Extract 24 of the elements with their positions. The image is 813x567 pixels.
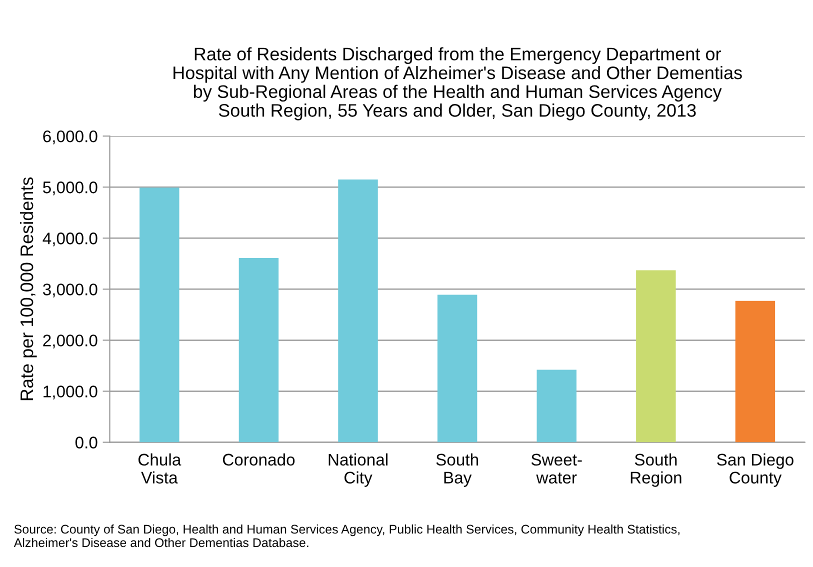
y-tick-label: 3,000.0 xyxy=(42,284,98,298)
x-tick-label: Sweet- water xyxy=(531,454,582,484)
x-tick-label: Coronado xyxy=(222,453,295,466)
y-axis-title: Rate per 100,000 Residents xyxy=(20,177,37,400)
bar xyxy=(140,188,180,442)
x-tick-label: San Diego County xyxy=(717,453,794,487)
x-tick-label: Chula Vista xyxy=(138,453,182,484)
y-tick-label: 5,000.0 xyxy=(43,182,98,196)
source-note: Source: County of San Diego, Health and Human Services Agency, Public Health Services, Community Health Statistics, Alzheimer's Disease and Other Dementias Database. xyxy=(14,524,680,548)
x-tick-label: South Bay xyxy=(436,453,478,487)
bar xyxy=(238,258,279,442)
y-tick-label: 1,000.0 xyxy=(44,386,98,400)
y-tick-label: 4,000.0 xyxy=(42,232,98,246)
y-tick-label: 0.0 xyxy=(75,436,98,448)
bar xyxy=(437,294,478,442)
x-tick-label: South Region xyxy=(630,453,682,487)
bar xyxy=(735,300,776,442)
bar xyxy=(536,370,576,442)
chart-title: Rate of Residents Discharged from the Emergency Department or Hospital with Any Mention of Alzheimer's Disease and Other Dementias by Sub-Regional Areas of the Health and Human Services Agency South Region, 55 Years and Older, San Diego County, 2013 xyxy=(174,47,742,120)
y-tick-label: 6,000.0 xyxy=(43,130,98,144)
bar xyxy=(636,270,676,442)
x-tick-label: National City xyxy=(328,453,388,487)
bar xyxy=(338,179,378,442)
y-tick-label: 2,000.0 xyxy=(43,334,98,348)
